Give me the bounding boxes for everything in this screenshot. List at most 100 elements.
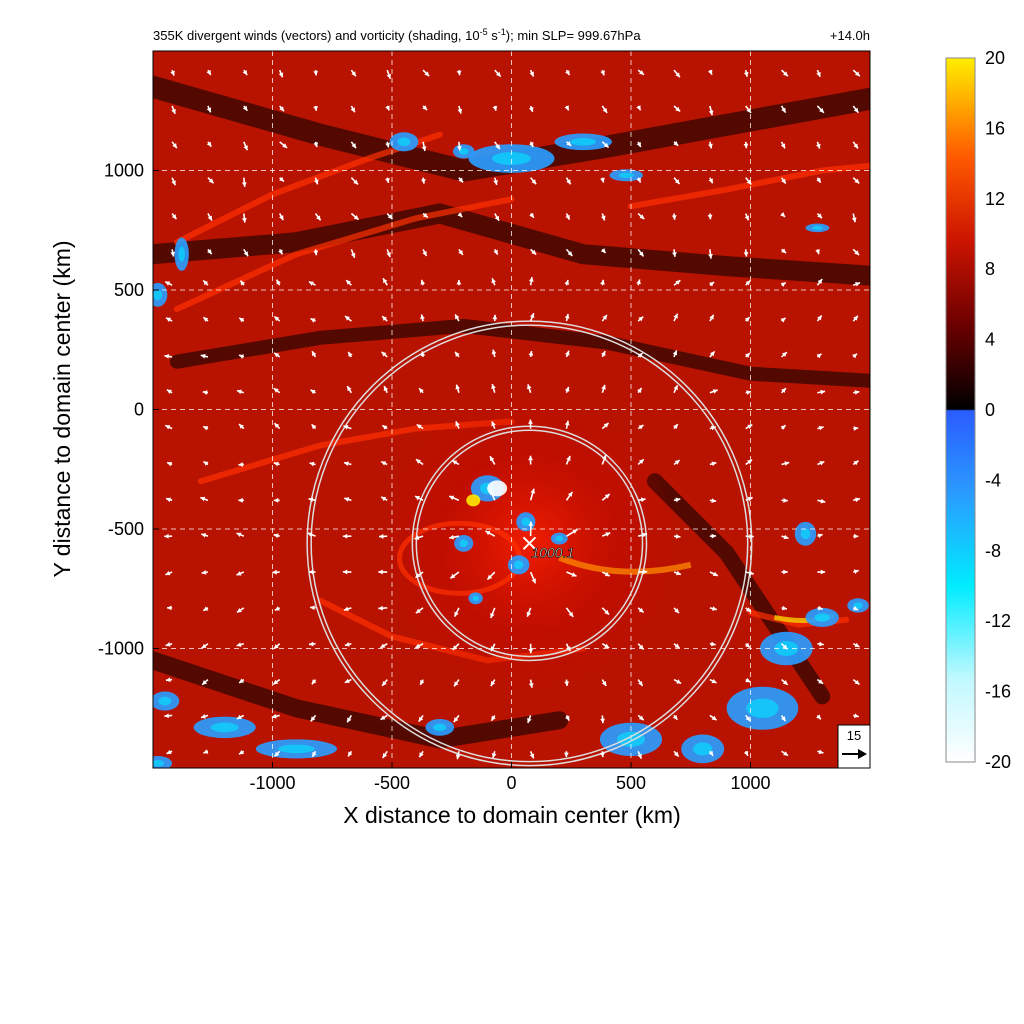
low-vorticity-band [169, 318, 870, 388]
wind-vector-head [565, 214, 570, 220]
wind-vector-head [819, 107, 824, 113]
wind-vector-head [526, 384, 532, 390]
wind-vector-head [203, 606, 209, 611]
wind-vector-head [783, 498, 788, 503]
wind-vector [673, 607, 680, 614]
wind-vector [380, 460, 388, 466]
wind-vector-head [312, 351, 317, 357]
divergent-wind-vectors [164, 69, 861, 760]
wind-vector-head [605, 532, 611, 537]
wind-vector-head [452, 460, 458, 465]
wind-vector-head [236, 571, 242, 576]
wind-vector-head [495, 144, 500, 150]
wind-vector [600, 248, 607, 254]
wind-vector [816, 678, 824, 685]
wind-vector [709, 606, 718, 611]
wind-vector [241, 177, 247, 187]
wind-vector-head [565, 350, 570, 356]
wind-vector [345, 279, 352, 286]
wind-vector [453, 679, 460, 687]
wind-vector [780, 141, 786, 149]
wind-vector [239, 280, 246, 286]
wind-vector [601, 643, 610, 649]
wind-vector-head [419, 388, 424, 394]
wind-vector-head [854, 679, 860, 685]
wind-vector-head [311, 424, 317, 430]
wind-vector [451, 459, 460, 466]
wind-vector-head [415, 608, 421, 614]
wind-vector [167, 605, 173, 611]
wind-vector-head [378, 605, 383, 611]
colorbar-tick-label: 12 [985, 189, 1005, 209]
wind-vector-head [815, 249, 820, 255]
wind-vector-head [636, 177, 641, 183]
wind-vector-head [854, 642, 860, 648]
wind-vector-head [782, 605, 787, 611]
wind-vector-head [418, 716, 424, 722]
wind-vector [420, 177, 426, 184]
wind-vector [420, 314, 425, 322]
wind-vector-head [310, 605, 315, 611]
strong-negative-vorticity [153, 759, 165, 767]
wind-vector-head [566, 455, 571, 461]
wind-vector [271, 713, 280, 719]
wind-vector-head [854, 71, 860, 77]
wind-vector-head [819, 641, 824, 647]
wind-vector-head [424, 71, 430, 77]
wind-vector [852, 315, 859, 322]
wind-vector [852, 642, 860, 648]
wind-vector [457, 212, 463, 218]
wind-vector [415, 607, 424, 614]
wind-vector [313, 249, 319, 256]
wind-vector-head [566, 141, 572, 146]
wind-vector [238, 354, 245, 359]
wind-vector [708, 177, 714, 184]
wind-vector [344, 642, 352, 647]
wind-vector [673, 497, 681, 503]
wind-vector-head [853, 533, 859, 539]
colorbar-tick-label: -16 [985, 682, 1011, 702]
plot-area [153, 51, 870, 768]
wind-vector [816, 278, 823, 286]
wind-vector-head [672, 714, 678, 720]
wind-vector-head [564, 105, 569, 111]
wind-vector [781, 461, 790, 466]
wind-vector-head [567, 491, 573, 497]
wind-vector [346, 385, 353, 394]
wind-vector-head [604, 643, 610, 648]
wind-vector-head [310, 318, 316, 323]
wind-vector [637, 607, 645, 614]
wind-vector-head [380, 643, 386, 648]
wind-vector-head [167, 605, 172, 611]
wind-vector [170, 69, 175, 76]
wind-vector [420, 351, 426, 358]
wind-vector [637, 679, 644, 687]
reference-vector-arrowhead [858, 749, 867, 759]
wind-vector [673, 384, 679, 394]
wind-vector-head [200, 353, 206, 359]
wind-vector [382, 277, 388, 286]
wind-vector [709, 533, 717, 539]
wind-vector [273, 422, 281, 430]
wind-vector [673, 643, 681, 649]
wind-vector [743, 750, 749, 757]
wind-vector [313, 177, 319, 185]
wind-vector-head [708, 253, 713, 259]
wind-vector-head [491, 384, 496, 389]
wind-vector [206, 69, 212, 76]
wind-vector-head [712, 571, 718, 577]
wind-vector [422, 249, 428, 257]
wind-vector [350, 212, 360, 221]
wind-vector-head [278, 72, 284, 78]
wind-vector [636, 279, 641, 286]
wind-vector [343, 425, 352, 430]
range-rings [306, 320, 753, 767]
wind-vector-head [455, 351, 460, 357]
wind-vector-head [671, 215, 677, 220]
wind-vector [709, 425, 717, 431]
wind-vector-head [638, 715, 644, 721]
wind-vector [279, 141, 288, 149]
wind-vector [564, 279, 570, 286]
wind-vector [238, 317, 245, 323]
wind-vector [344, 315, 352, 322]
